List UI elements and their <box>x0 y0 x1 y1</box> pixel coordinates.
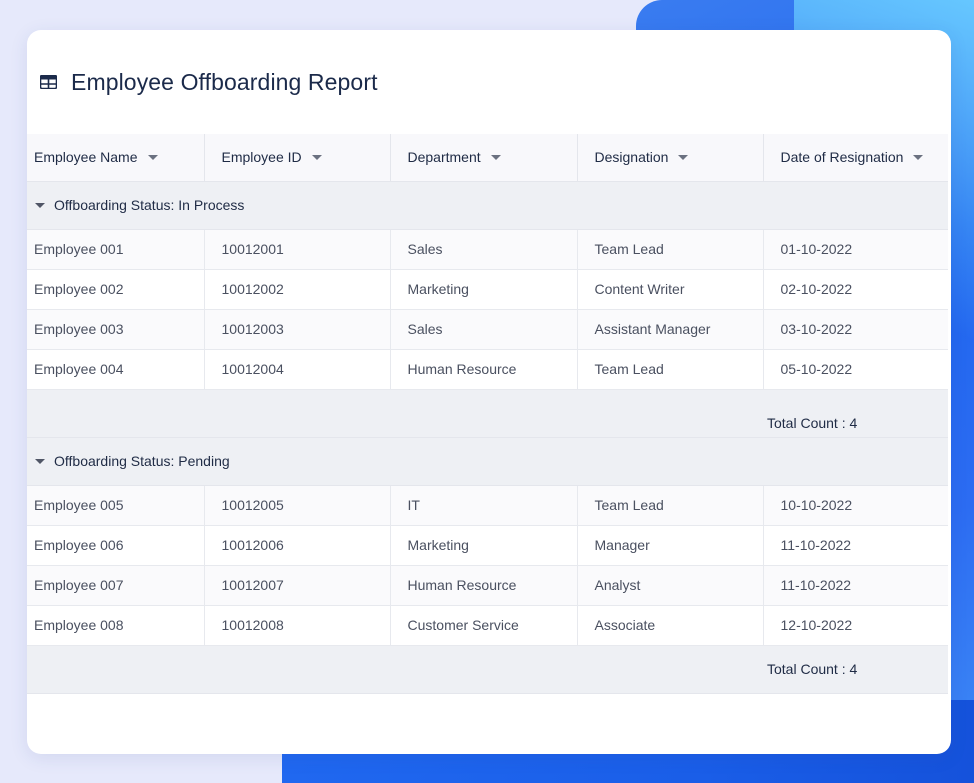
cell-employee-name: Employee 007 <box>27 565 205 606</box>
table-row[interactable]: Employee 004 10012004 Human Resource Tea… <box>27 349 948 390</box>
sort-menu-icon[interactable] <box>678 155 689 161</box>
cell-date-of-resignation: 03-10-2022 <box>763 309 948 350</box>
sort-menu-icon[interactable] <box>147 155 158 161</box>
table-row[interactable]: Employee 005 10012005 IT Team Lead 10-10… <box>27 485 948 526</box>
page-title: Employee Offboarding Report <box>71 68 378 95</box>
column-header-employee-id[interactable]: Employee ID <box>204 134 391 182</box>
cell-employee-name: Employee 006 <box>27 525 205 566</box>
cell-employee-name: Employee 004 <box>27 349 205 390</box>
cell-employee-name: Employee 001 <box>27 229 205 270</box>
group-row-in-process[interactable]: Offboarding Status: In Process <box>27 181 948 230</box>
sort-menu-icon[interactable] <box>913 155 924 161</box>
cell-employee-id: 10012008 <box>204 605 391 646</box>
collapse-caret-icon[interactable] <box>35 458 45 464</box>
collapse-caret-icon[interactable] <box>35 202 45 208</box>
column-header-employee-name[interactable]: Employee Name <box>27 134 205 182</box>
cell-employee-id: 10012006 <box>204 525 391 566</box>
cell-employee-id: 10012003 <box>204 309 391 350</box>
group-summary-row: Total Count : 4 <box>27 389 948 438</box>
cell-date-of-resignation: 05-10-2022 <box>763 349 948 390</box>
total-count: Total Count : 4 <box>767 415 858 431</box>
group-cell[interactable]: Offboarding Status: Pending <box>27 437 948 486</box>
grid-header-row: Employee Name Employee ID Department Des… <box>27 134 948 182</box>
cell-department: Marketing <box>390 525 578 566</box>
summary-spacer <box>27 389 763 438</box>
cell-department: Human Resource <box>390 349 578 390</box>
table-row[interactable]: Employee 003 10012003 Sales Assistant Ma… <box>27 309 948 350</box>
column-header-label: Employee Name <box>34 149 138 166</box>
column-header-date-of-resignation[interactable]: Date of Resignation <box>763 134 948 182</box>
column-header-label: Employee ID <box>221 149 302 166</box>
table-row[interactable]: Employee 002 10012002 Marketing Content … <box>27 269 948 310</box>
cell-date-of-resignation: 10-10-2022 <box>763 485 948 526</box>
table-icon <box>39 74 58 90</box>
cell-employee-id: 10012005 <box>204 485 391 526</box>
cell-designation: Analyst <box>577 565 764 606</box>
cell-date-of-resignation: 02-10-2022 <box>763 269 948 310</box>
cell-employee-id: 10012001 <box>204 229 391 270</box>
cell-department: IT <box>390 485 578 526</box>
summary-cell: Total Count : 4 <box>763 389 948 438</box>
cell-employee-name: Employee 003 <box>27 309 205 350</box>
total-count: Total Count : 4 <box>767 661 858 677</box>
table-row[interactable]: Employee 001 10012001 Sales Team Lead 01… <box>27 229 948 270</box>
column-header-designation[interactable]: Designation <box>577 134 764 182</box>
group-label: Offboarding Status: In Process <box>54 197 245 213</box>
cell-employee-id: 10012004 <box>204 349 391 390</box>
cell-date-of-resignation: 11-10-2022 <box>763 525 948 566</box>
column-header-label: Department <box>407 149 481 166</box>
group-cell[interactable]: Offboarding Status: In Process <box>27 181 948 230</box>
cell-employee-id: 10012002 <box>204 269 391 310</box>
report-card: Employee Offboarding Report Employee Nam… <box>27 30 951 754</box>
cell-date-of-resignation: 11-10-2022 <box>763 565 948 606</box>
cell-date-of-resignation: 12-10-2022 <box>763 605 948 646</box>
cell-department: Human Resource <box>390 565 578 606</box>
cell-employee-id: 10012007 <box>204 565 391 606</box>
table-row[interactable]: Employee 008 10012008 Customer Service A… <box>27 605 948 646</box>
group-label: Offboarding Status: Pending <box>54 453 230 469</box>
cell-employee-name: Employee 005 <box>27 485 205 526</box>
cell-department: Sales <box>390 309 578 350</box>
cell-designation: Associate <box>577 605 764 646</box>
cell-date-of-resignation: 01-10-2022 <box>763 229 948 270</box>
cell-designation: Team Lead <box>577 349 764 390</box>
sort-menu-icon[interactable] <box>311 155 322 161</box>
cell-department: Sales <box>390 229 578 270</box>
cell-employee-name: Employee 008 <box>27 605 205 646</box>
table-row[interactable]: Employee 007 10012007 Human Resource Ana… <box>27 565 948 606</box>
cell-designation: Content Writer <box>577 269 764 310</box>
column-header-label: Date of Resignation <box>780 149 904 166</box>
summary-cell: Total Count : 4 <box>763 645 948 694</box>
cell-employee-name: Employee 002 <box>27 269 205 310</box>
cell-designation: Assistant Manager <box>577 309 764 350</box>
column-header-label: Designation <box>594 149 669 166</box>
column-header-department[interactable]: Department <box>390 134 578 182</box>
sort-menu-icon[interactable] <box>490 155 501 161</box>
table-row[interactable]: Employee 006 10012006 Marketing Manager … <box>27 525 948 566</box>
cell-designation: Team Lead <box>577 229 764 270</box>
cell-department: Customer Service <box>390 605 578 646</box>
group-row-pending[interactable]: Offboarding Status: Pending <box>27 437 948 486</box>
cell-designation: Manager <box>577 525 764 566</box>
report-header: Employee Offboarding Report <box>27 30 951 134</box>
group-summary-row: Total Count : 4 <box>27 645 948 694</box>
cell-designation: Team Lead <box>577 485 764 526</box>
summary-spacer <box>27 645 763 694</box>
cell-department: Marketing <box>390 269 578 310</box>
offboarding-grid: Employee Name Employee ID Department Des… <box>27 134 948 694</box>
